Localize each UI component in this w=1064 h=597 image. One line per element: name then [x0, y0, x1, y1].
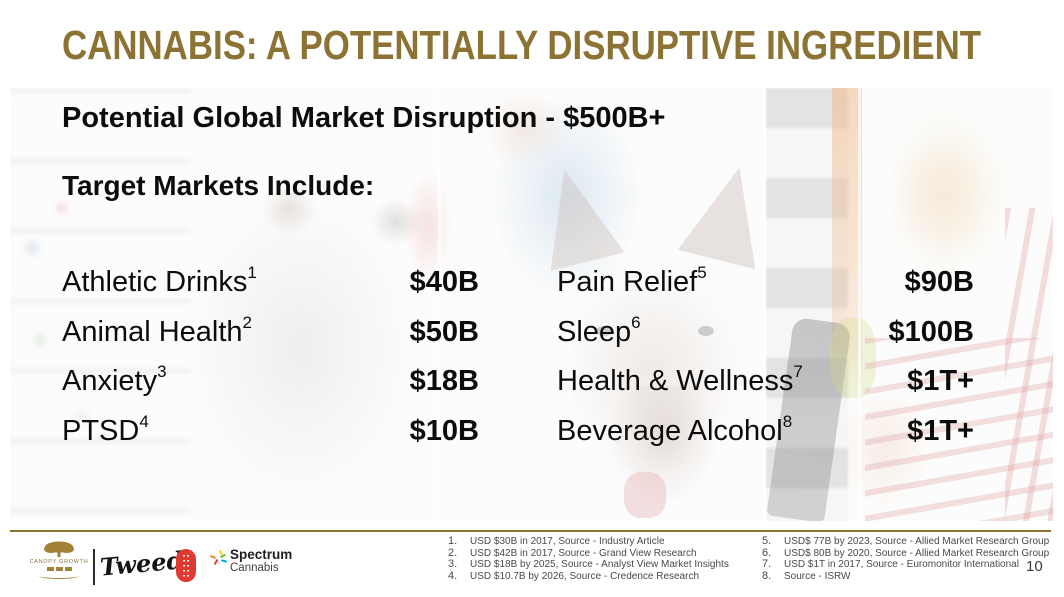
photo-pharmacist: [150, 128, 450, 521]
photo-husky-eye: [596, 326, 612, 336]
footnote: 1. USD $30B in 2017, Source - Industry Ar…: [448, 535, 665, 547]
footnote: 4. USD $10.7B by 2026, Source - Credence …: [448, 569, 700, 582]
market-label: Athletic Drinks1: [62, 263, 257, 298]
footnote-marker: 6: [631, 312, 641, 332]
photo-shopper-hand: [838, 388, 930, 510]
photo-red-accent: [402, 166, 454, 286]
background-collage: [10, 88, 1053, 521]
page-number: 10: [1026, 558, 1043, 575]
canopy-growth-wordmark: CANOPY GROWTH: [29, 559, 89, 565]
market-value: $10B: [409, 414, 479, 447]
tweed-logo: Tweed: [98, 545, 185, 582]
canopy-arc-icon: [39, 573, 79, 579]
market-row: Athletic Drinks1 $40B: [62, 258, 479, 308]
footnote-marker: 3: [157, 362, 167, 382]
market-value: $50B: [409, 315, 479, 348]
footnote-marker: 8: [782, 411, 793, 431]
canopy-bars-icon: [24, 567, 94, 571]
market-value: $18B: [409, 365, 479, 397]
canopy-growth-logo: CANOPY GROWTH: [24, 541, 94, 579]
footnote-marker: 2: [242, 312, 252, 332]
logo-divider: [93, 549, 95, 585]
photo-shopper-face: [894, 142, 990, 254]
footnote: 2. USD $42B in 2017, Source - Grand View …: [448, 546, 697, 559]
footnote-marker: 5: [697, 263, 707, 283]
photo-seam: [858, 88, 861, 521]
market-row: Sleep6 $100B: [557, 308, 974, 358]
photo-seam: [763, 88, 766, 521]
market-row: Beverage Alcohol8 $1T+: [557, 407, 974, 457]
photo-orange-band: [832, 88, 862, 393]
footnote: 6. USD$ 80B by 2020, Source - Allied Mark…: [762, 546, 1050, 559]
market-label: Pain Relief5: [557, 263, 707, 298]
market-label: PTSD4: [62, 411, 149, 447]
photo-customer-head: [368, 196, 424, 248]
photo-husky-muzzle: [608, 386, 720, 508]
photo-pharmacist-head: [258, 180, 320, 238]
photo-striped-shirt: [865, 338, 1053, 521]
market-row: Anxiety3 $18B: [62, 357, 479, 407]
target-markets-heading: Target Markets Include:: [62, 170, 375, 201]
market-label: Beverage Alcohol8: [557, 411, 793, 447]
market-value: $1T+: [907, 365, 974, 397]
footnote: 5. USD$ 77B by 2023, Source - Allied Mark…: [762, 535, 1050, 547]
footnotes-left: 1. USD $30B in 2017, Source - Industry Ar…: [448, 535, 748, 582]
footnotes-right: 5. USD$ 77B by 2023, Source - Allied Mark…: [762, 535, 1050, 582]
page-title-text: CANNABIS: A POTENTIALLY DISRUPTIVE INGRE…: [62, 22, 982, 68]
photo-husky-eye: [698, 326, 714, 336]
market-value: $100B: [888, 315, 974, 348]
spectrum-wordmark: Spectrum Cannabis: [230, 547, 293, 574]
market-row: Animal Health2 $50B: [62, 308, 479, 358]
photo-husky-head: [528, 238, 780, 521]
market-label: Sleep6: [557, 312, 641, 348]
footnote: 7. USD $1T in 2017, Source - Euromonitor …: [762, 558, 1019, 571]
footer-divider-line: [10, 530, 1051, 532]
market-value: $1T+: [907, 414, 974, 447]
market-row: PTSD4 $10B: [62, 407, 479, 457]
market-label: Health & Wellness7: [557, 362, 803, 397]
market-label: Anxiety3: [62, 362, 167, 397]
page-title: CANNABIS: A POTENTIALLY DISRUPTIVE INGRE…: [62, 22, 1064, 69]
photo-striped-shirt: [1005, 208, 1053, 521]
photo-vet-face: [478, 88, 570, 170]
tokyo-smoke-logo: [176, 549, 196, 582]
photo-label-green: [830, 318, 876, 398]
photo-seam: [438, 88, 441, 521]
footnote: 8. Source - ISRW: [762, 569, 851, 582]
market-row: Pain Relief5 $90B: [557, 258, 974, 308]
markets-column-left: Athletic Drinks1 $40B Animal Health2 $50…: [62, 258, 479, 456]
markets-column-right: Pain Relief5 $90B Sleep6 $100B Health & …: [557, 258, 974, 456]
footnote-marker: 7: [793, 362, 803, 382]
spectrum-sparkle-icon: [209, 549, 228, 568]
footnote-marker: 4: [139, 411, 149, 431]
market-value: $90B: [904, 266, 974, 298]
footnote-marker: 1: [247, 263, 257, 283]
market-label: Animal Health2: [62, 312, 252, 348]
subtitle: Potential Global Market Disruption - $50…: [62, 102, 666, 134]
footnote: 3. USD $18B by 2025, Source - Analyst Vie…: [448, 558, 729, 571]
market-value: $40B: [409, 266, 479, 298]
photo-white-overlay: [10, 88, 1053, 521]
markets-table: Athletic Drinks1 $40B Animal Health2 $50…: [62, 258, 974, 456]
market-row: Health & Wellness7 $1T+: [557, 357, 974, 407]
photo-husky-tongue: [624, 472, 666, 518]
canopy-tree-icon: [41, 541, 77, 558]
spectrum-cannabis-logo: Spectrum Cannabis: [209, 547, 293, 574]
